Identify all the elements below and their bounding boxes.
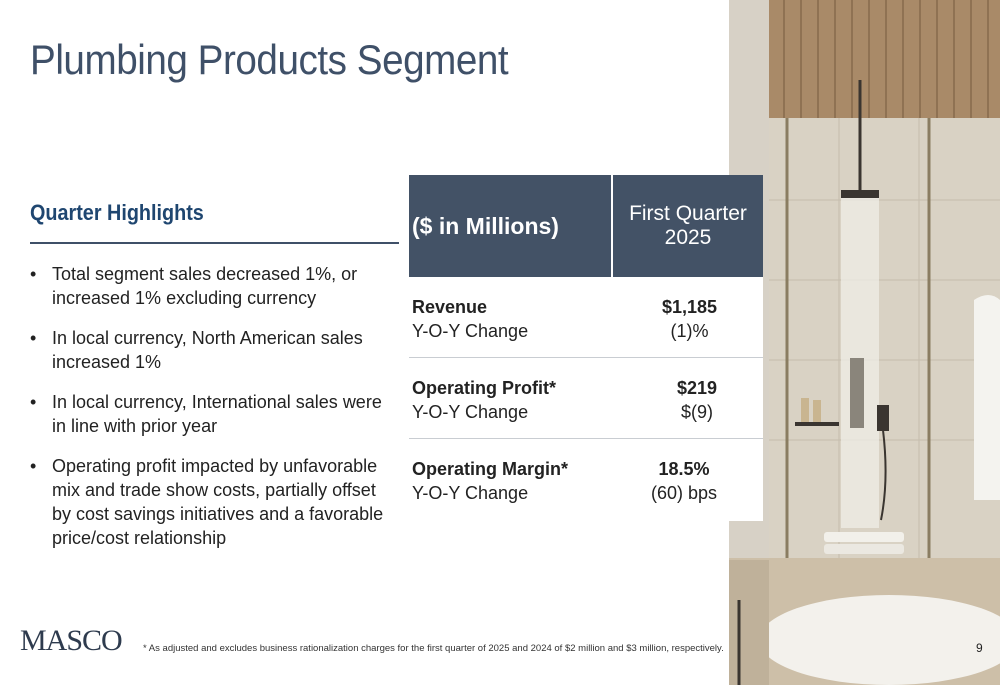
highlights-heading: Quarter Highlights (30, 200, 204, 225)
header-separator (611, 175, 613, 277)
row-change: (60) bps (650, 483, 717, 503)
highlight-item: • Total segment sales decreased 1%, or in… (30, 262, 390, 310)
row-metric: Operating Margin* (412, 459, 569, 479)
masco-logo: MASCO (20, 624, 123, 657)
highlight-text: In local currency, International sales w… (52, 392, 382, 436)
row-sublabel: Y-O-Y Change (412, 483, 529, 503)
slide-title: Plumbing Products Segment (30, 36, 509, 83)
table-header: ($ in Millions) First Quarter 2025 (409, 175, 763, 277)
highlights-list: • Total segment sales decreased 1%, or in… (30, 262, 390, 566)
row-value: $1,185 (661, 297, 717, 317)
bullet-icon: • (30, 392, 37, 412)
row-sublabel: Y-O-Y Change (412, 402, 529, 422)
row-change: (1)% (670, 321, 709, 341)
bullet-icon: • (30, 456, 37, 476)
highlight-item: • In local currency, North American sales… (30, 326, 390, 374)
table-row: Revenue Y-O-Y Change $1,185 (1)% (409, 277, 763, 358)
highlight-text: Total segment sales decreased 1%, or inc… (52, 264, 358, 308)
row-metric: Operating Profit* (412, 378, 557, 398)
row-value: 18.5% (658, 459, 710, 479)
bathroom-shower-photo (729, 0, 1000, 685)
table-row: Operating Profit* Y-O-Y Change $219 $(9) (409, 358, 763, 439)
highlights-divider (30, 242, 399, 244)
row-metric: Revenue (412, 297, 488, 317)
highlight-item: • Operating profit impacted by unfavorabl… (30, 454, 390, 550)
row-change: $(9) (680, 402, 713, 422)
bullet-icon: • (30, 328, 37, 348)
footnote: * As adjusted and excludes business rati… (143, 643, 724, 654)
page-number: 9 (976, 641, 983, 655)
highlight-item: • In local currency, International sales … (30, 390, 390, 438)
table-row: Operating Margin* Y-O-Y Change 18.5% (60) … (409, 439, 763, 521)
table-header-label: ($ in Millions) (412, 212, 559, 239)
highlight-text: Operating profit impacted by unfavorable… (52, 456, 384, 548)
row-sublabel: Y-O-Y Change (412, 321, 529, 341)
segment-table: ($ in Millions) First Quarter 2025 Reven… (409, 175, 763, 521)
highlight-text: In local currency, North American sales … (52, 328, 363, 372)
table-header-period: First Quarter 2025 (629, 202, 747, 249)
bullet-icon: • (30, 264, 37, 284)
row-value: $219 (676, 378, 717, 398)
